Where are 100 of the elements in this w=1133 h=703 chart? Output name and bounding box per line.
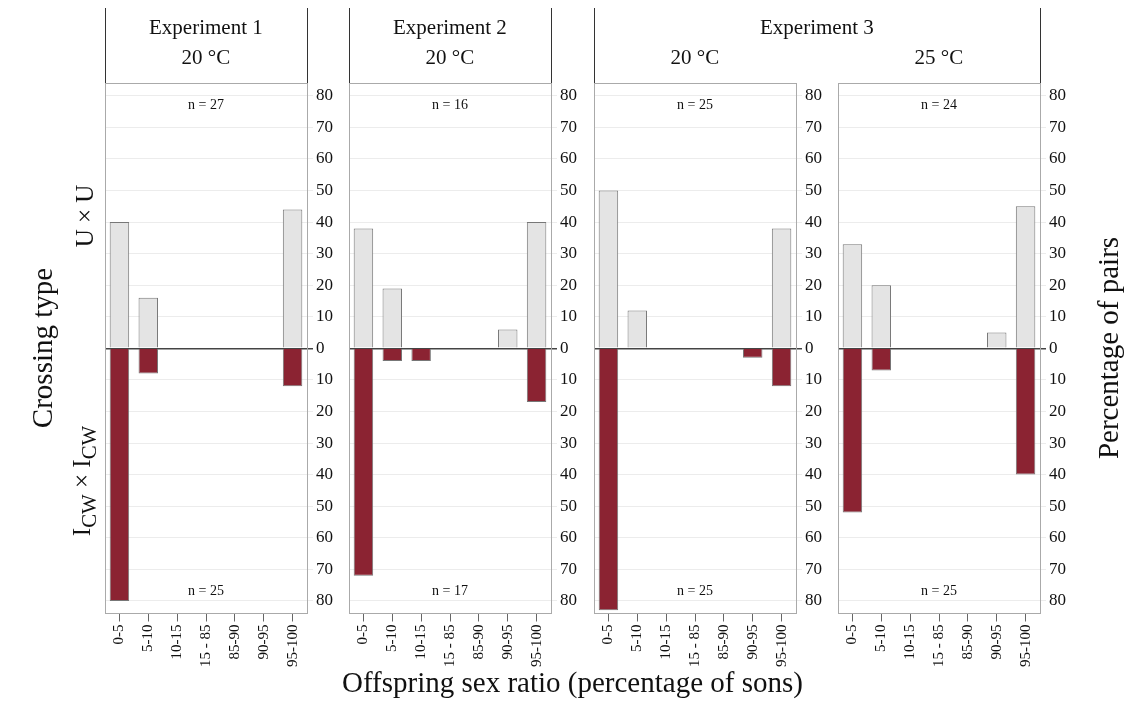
x-tick-label: 15 - 85 [196,624,213,667]
y-tick-label: 20 [560,400,577,420]
y-tick-label: 10 [316,306,333,326]
y-tick-label: 40 [560,464,577,484]
chart-subtitle: 20 °C [425,44,475,70]
x-tick-label: 90-95 [498,624,515,660]
y-tick-label: 20 [805,274,822,294]
y-tick-label: 10 [560,306,577,326]
x-tick-label: 10-15 [901,624,918,660]
y-tick-label: 30 [805,432,822,452]
y-tick-label: 0 [560,337,569,357]
y-tick-label: 60 [316,148,333,168]
y-tick-label: 60 [560,527,577,547]
annotation: n = 27 [188,96,224,112]
y-tick-label: 70 [1049,116,1066,136]
y-tick-label: 50 [316,179,333,199]
y-tick-label: 50 [1049,495,1066,515]
x-tick-label: 10-15 [412,624,429,660]
y-tick-label: 30 [316,432,333,452]
x-tick-label: 5-10 [139,624,156,652]
annotation: n = 24 [921,96,957,112]
y-tick-label: 40 [316,464,333,484]
y-tick-label: 80 [316,85,333,105]
x-tick-label: 15 - 85 [440,624,457,667]
x-tick-label: 85-90 [958,624,975,660]
y-tick-label: 60 [805,148,822,168]
y-tick-label: 80 [1049,85,1066,105]
y-tick-label: 50 [1049,179,1066,199]
chart-subtitle: 20 °C [181,44,231,70]
y-tick-label: 70 [805,558,822,578]
y-tick-label: 60 [316,527,333,547]
y-tick-label: 20 [560,274,577,294]
y-tick-label: 40 [1049,211,1066,231]
y-tick-label: 70 [316,558,333,578]
x-tick-label: 10-15 [657,624,674,660]
y-tick-label: 70 [560,116,577,136]
y-tick-label: 50 [560,495,577,515]
y-tick-label: 80 [1049,590,1066,610]
x-tick-label: 85-90 [225,624,242,660]
y-tick-label: 20 [316,274,333,294]
x-tick-label: 95-100 [283,624,300,667]
y-tick-label: 10 [805,369,822,389]
chart-subtitle: 20 °C [670,44,720,70]
x-tick-label: 90-95 [254,624,271,660]
y-tick-label: 10 [316,369,333,389]
x-tick-label: 10-15 [168,624,185,660]
y-axis-title: Crossing type [25,268,59,429]
y-tick-label: 40 [316,211,333,231]
y-tick-label: 60 [1049,527,1066,547]
y-tick-label: 60 [1049,148,1066,168]
y-tick-label: 40 [805,464,822,484]
y-tick-label: 0 [316,337,325,357]
y-tick-label: 20 [316,400,333,420]
y-tick-label: 80 [560,85,577,105]
y-tick-label: 30 [805,243,822,263]
y-tick-label: 70 [316,116,333,136]
y-tick-label: 70 [560,558,577,578]
x-tick-label: 5-10 [628,624,645,652]
chart-title: Experiment 1 [149,14,263,40]
y-tick-label: 80 [316,590,333,610]
y-tick-label: 80 [560,590,577,610]
x-tick-label: 90-95 [987,624,1004,660]
y-tick-label: 50 [316,495,333,515]
y-tick-label: 10 [1049,306,1066,326]
y-tick-label: 30 [560,432,577,452]
y-tick-label: 30 [316,243,333,263]
y-tick-label: 30 [1049,243,1066,263]
y2-axis-title: Percentage of pairs [1091,237,1125,460]
x-tick-label: 95-100 [1016,624,1033,667]
y-tick-label: 0 [1049,337,1058,357]
y-tick-label: 70 [1049,558,1066,578]
y-tick-label: 20 [1049,274,1066,294]
x-tick-label: 0-5 [354,624,371,645]
y-tick-label: 40 [560,211,577,231]
annotation: n = 25 [921,583,957,599]
annotation: n = 25 [677,583,713,599]
y-tick-label: 60 [560,148,577,168]
x-tick-label: 95-100 [772,624,789,667]
x-tick-label: 5-10 [383,624,400,652]
y-tick-label: 40 [805,211,822,231]
x-tick-label: 0-5 [843,624,860,645]
x-tick-label: 85-90 [469,624,486,660]
annotation: n = 25 [677,96,713,112]
y-tick-label: 20 [1049,400,1066,420]
y-tick-label: 80 [805,85,822,105]
x-tick-label: 95-100 [527,624,544,667]
y-tick-label: 20 [805,400,822,420]
y-tick-label: 70 [805,116,822,136]
y-tick-label: 10 [560,369,577,389]
y-tick-label: 50 [805,495,822,515]
y-tick-label: 60 [805,527,822,547]
chart-title: Experiment 3 [760,14,874,40]
y-tick-label: 10 [1049,369,1066,389]
y-tick-label: 10 [805,306,822,326]
x-tick-label: 15 - 85 [929,624,946,667]
annotation: n = 17 [432,583,468,599]
y-tick-label: 50 [805,179,822,199]
chart-subtitle: 25 °C [914,44,964,70]
annotation: n = 16 [432,96,468,112]
x-tick-label: 0-5 [110,624,127,645]
